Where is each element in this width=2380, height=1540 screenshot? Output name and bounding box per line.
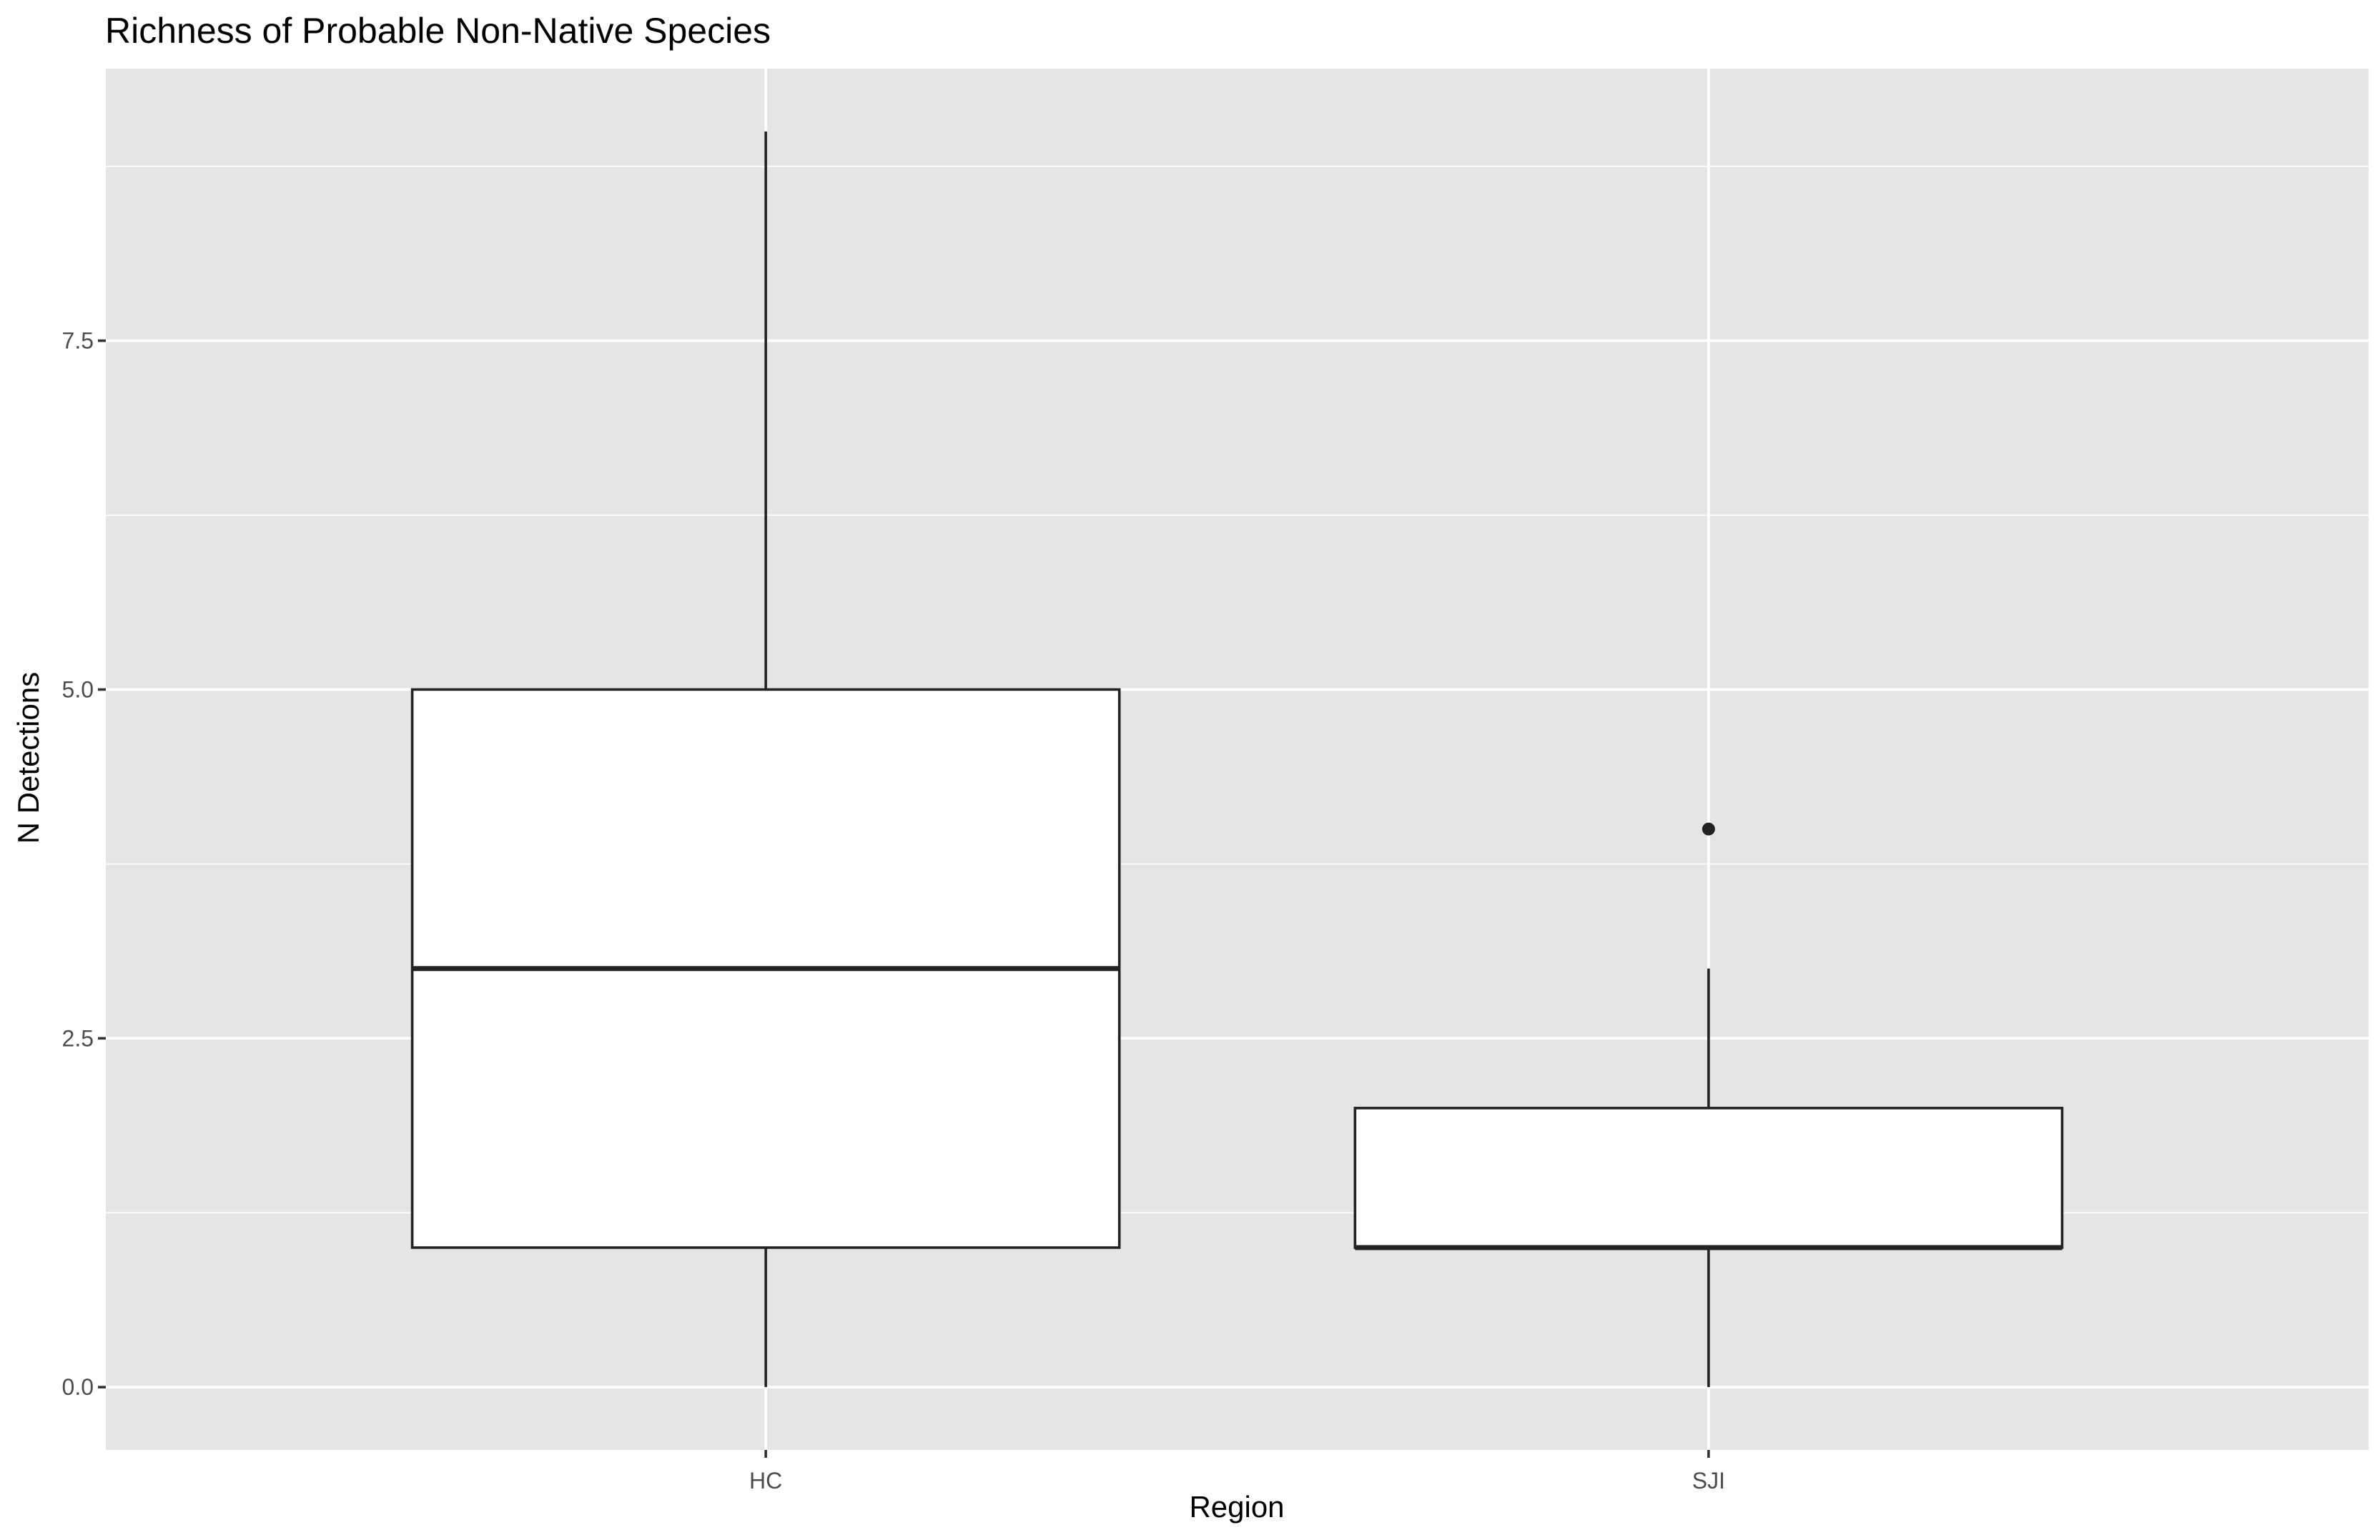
- box-iqr: [1353, 1107, 2064, 1249]
- y-tick-label: 0.0: [62, 1374, 94, 1400]
- y-axis-title: N Detections: [11, 672, 45, 844]
- y-tick-label: 5.0: [62, 676, 94, 702]
- x-axis-ticks: HC SJI: [749, 1450, 1725, 1494]
- x-axis-title: Region: [1189, 1490, 1284, 1524]
- boxes: [410, 131, 2064, 1388]
- x-tick-label: SJI: [1692, 1468, 1725, 1494]
- box-sji: [1353, 822, 2064, 1388]
- x-tick-label: HC: [749, 1468, 782, 1494]
- chart-title: Richness of Probable Non-Native Species: [105, 11, 771, 51]
- y-tick-label: 7.5: [62, 328, 94, 354]
- box-hc: [410, 131, 1121, 1388]
- outlier-point: [1702, 822, 1715, 836]
- y-tick-label: 2.5: [62, 1025, 94, 1051]
- y-axis-ticks: 0.0 2.5 5.0 7.5: [62, 328, 106, 1400]
